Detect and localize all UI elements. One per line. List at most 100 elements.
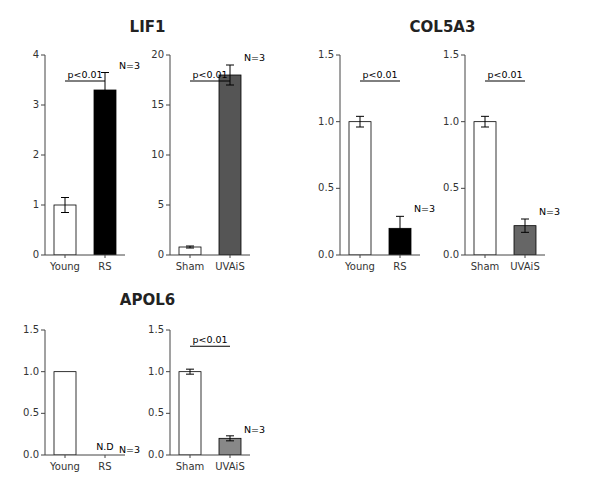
y-tick — [166, 155, 170, 156]
marks — [179, 65, 241, 255]
y-axis — [45, 55, 46, 255]
panel: 0.00.51.01.5ShamUVAiSp<0.01N=3 — [148, 324, 265, 472]
significance-bracket — [485, 81, 525, 82]
y-tick — [336, 55, 340, 56]
y-tick — [166, 255, 170, 256]
y-tick — [41, 255, 45, 256]
y-tick-label: 1.0 — [23, 366, 39, 377]
panel: COL5A30.00.51.01.5YoungRSp<0.01N=3 — [318, 18, 475, 272]
y-tick — [41, 105, 45, 106]
y-tick — [166, 413, 170, 414]
x-tick-label: Sham — [176, 461, 205, 472]
p-value-label: p<0.01 — [362, 69, 397, 80]
marks — [54, 372, 76, 455]
panel-title: COL5A3 — [410, 18, 476, 36]
x-tick — [65, 255, 66, 258]
y-tick-label: 0 — [158, 249, 164, 260]
x-axis — [45, 255, 125, 256]
y-tick-label: 1.0 — [318, 116, 334, 127]
error-bar — [481, 116, 489, 127]
nd-label: N.D — [96, 441, 113, 452]
y-tick — [166, 105, 170, 106]
y-tick-label: 0.0 — [23, 449, 39, 460]
panel: APOL60.00.51.01.5YoungRSN=3N.D — [23, 291, 175, 472]
x-tick — [360, 255, 361, 258]
y-tick — [336, 255, 340, 256]
y-tick — [41, 330, 45, 331]
significance-bracket — [190, 346, 230, 347]
y-tick-label: 10 — [151, 149, 164, 160]
n-label: N=3 — [244, 52, 265, 63]
x-tick — [230, 255, 231, 258]
marks — [474, 116, 536, 255]
y-tick — [41, 55, 45, 56]
y-tick — [166, 55, 170, 56]
x-tick — [105, 255, 106, 258]
x-tick — [230, 455, 231, 458]
x-tick — [190, 255, 191, 258]
y-tick-label: 0 — [33, 249, 39, 260]
y-axis — [170, 55, 171, 255]
x-axis — [465, 255, 545, 256]
x-tick-label: Young — [49, 261, 80, 272]
y-tick-label: 0.5 — [148, 407, 164, 418]
y-tick — [41, 413, 45, 414]
x-tick-label: Sham — [176, 261, 205, 272]
error-bar — [226, 436, 234, 441]
significance-bracket — [65, 81, 105, 82]
n-label: N=3 — [539, 206, 560, 217]
panel-title: LIF1 — [130, 18, 166, 36]
p-value-label: p<0.01 — [192, 69, 227, 80]
y-tick-label: 1.0 — [148, 366, 164, 377]
marks — [349, 116, 411, 255]
y-tick-label: 1.5 — [318, 49, 334, 60]
bar — [94, 90, 116, 255]
error-bar — [186, 246, 194, 248]
significance-bracket — [190, 81, 230, 82]
error-bar — [521, 219, 529, 232]
n-label: N=3 — [244, 424, 265, 435]
y-tick-label: 0.0 — [318, 249, 334, 260]
y-tick-label: 1.0 — [443, 116, 459, 127]
x-tick-label: UVAiS — [215, 461, 245, 472]
x-tick-label: Young — [49, 461, 80, 472]
y-tick-label: 20 — [151, 49, 164, 60]
y-tick-label: 1 — [33, 199, 39, 210]
y-tick-label: 0.0 — [443, 249, 459, 260]
n-label: N=3 — [119, 60, 140, 71]
x-axis — [170, 455, 250, 456]
y-tick-label: 5 — [158, 199, 164, 210]
y-tick — [166, 455, 170, 456]
p-value-label: p<0.01 — [192, 334, 227, 345]
y-tick — [166, 330, 170, 331]
y-tick — [41, 371, 45, 372]
y-tick — [336, 188, 340, 189]
y-tick — [166, 371, 170, 372]
y-tick-label: 4 — [33, 49, 39, 60]
x-tick — [190, 455, 191, 458]
y-tick-label: 15 — [151, 99, 164, 110]
bar — [54, 372, 76, 455]
error-bar — [61, 198, 69, 213]
y-tick — [41, 205, 45, 206]
y-tick — [336, 121, 340, 122]
x-tick-label: UVAiS — [215, 261, 245, 272]
y-tick — [461, 188, 465, 189]
y-tick — [461, 121, 465, 122]
x-tick-label: Sham — [471, 261, 500, 272]
x-tick — [65, 455, 66, 458]
bar — [179, 247, 201, 255]
figure: LIF101234YoungRSp<0.01N=305101520ShamUVA… — [0, 0, 594, 498]
y-tick-label: 2 — [33, 149, 39, 160]
bar — [474, 122, 496, 255]
panel: 0 5 10 15 20 Sham UVAiS p<0.01 N=3 — [151, 49, 265, 272]
y-axis — [45, 330, 46, 455]
marks — [54, 73, 116, 256]
p-value-label: p<0.01 — [487, 69, 522, 80]
y-tick-label: 1.5 — [23, 324, 39, 335]
y-tick-label: 1.5 — [148, 324, 164, 335]
y-axis — [170, 330, 171, 455]
y-tick-label: 0.5 — [318, 182, 334, 193]
p-value-label: p<0.01 — [67, 69, 102, 80]
x-tick-label: Young — [344, 261, 375, 272]
